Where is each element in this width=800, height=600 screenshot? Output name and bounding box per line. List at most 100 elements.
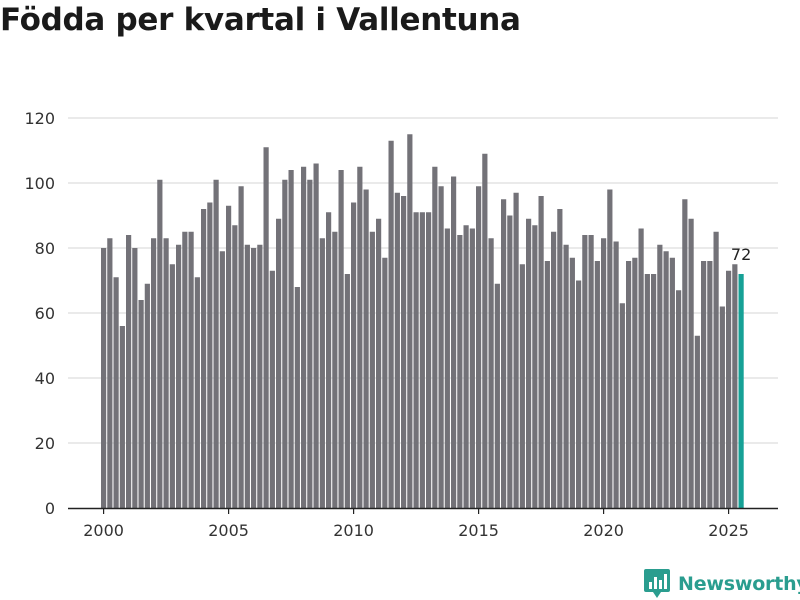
bar — [326, 212, 332, 508]
newsworthy-logo[interactable]: Newsworthy — [643, 568, 800, 600]
y-tick-label: 100 — [24, 174, 55, 193]
bar-highlight — [738, 274, 744, 508]
brand-name: Newsworthy — [678, 573, 800, 595]
bar — [157, 179, 163, 508]
bar — [644, 274, 650, 508]
bar — [694, 335, 700, 508]
bar — [413, 212, 419, 508]
bar — [176, 244, 182, 508]
bar — [363, 189, 369, 508]
bar — [613, 241, 619, 508]
bar — [257, 244, 263, 508]
bar — [482, 153, 488, 508]
x-tick-label: 2015 — [458, 521, 499, 540]
bar — [607, 189, 613, 508]
bar — [432, 166, 438, 508]
bar — [669, 257, 675, 508]
bar — [138, 300, 144, 508]
bar — [194, 277, 200, 508]
bar — [132, 248, 138, 508]
bar — [151, 238, 157, 508]
y-tick-label: 20 — [35, 434, 55, 453]
bar — [163, 238, 169, 508]
bar — [557, 209, 563, 508]
x-tick-label: 2005 — [208, 521, 249, 540]
bars — [101, 134, 744, 508]
bar — [682, 199, 688, 508]
x-tick-label: 2010 — [333, 521, 374, 540]
last-value-label: 72 — [731, 245, 751, 264]
bar — [282, 179, 288, 508]
bar — [676, 290, 682, 508]
bar — [632, 257, 638, 508]
bar — [319, 238, 325, 508]
bar — [563, 244, 569, 508]
bar — [438, 186, 444, 508]
bar — [332, 231, 338, 508]
bar — [288, 170, 294, 508]
bar — [344, 274, 350, 508]
bar — [501, 199, 507, 508]
bar — [507, 215, 513, 508]
bar — [276, 218, 282, 508]
bar — [313, 163, 319, 508]
bar — [594, 261, 600, 508]
bar — [207, 202, 213, 508]
bar — [119, 326, 125, 508]
y-tick-label: 60 — [35, 304, 55, 323]
bar — [307, 179, 313, 508]
newsworthy-icon — [644, 569, 670, 598]
bar — [457, 235, 463, 508]
bar — [351, 202, 357, 508]
bar — [169, 264, 175, 508]
bar — [576, 280, 582, 508]
bar — [544, 261, 550, 508]
bar — [107, 238, 113, 508]
bar — [232, 225, 238, 508]
bar — [338, 170, 344, 508]
bar — [238, 186, 244, 508]
bar — [538, 196, 544, 508]
bar — [407, 134, 413, 508]
bar — [588, 235, 594, 508]
bar — [701, 261, 707, 508]
bar — [251, 248, 257, 508]
axes: 0 20 40 60 80 100 120 2000 2005 2010 2015 2020 2025 — [24, 109, 778, 540]
bar — [719, 306, 725, 508]
bar — [244, 244, 250, 508]
y-tick-label: 40 — [35, 369, 55, 388]
bar — [213, 179, 219, 508]
bar — [113, 277, 119, 508]
bar — [388, 140, 394, 508]
bar — [182, 231, 188, 508]
bar — [569, 257, 575, 508]
bar — [394, 192, 400, 508]
bar — [601, 238, 607, 508]
bar — [657, 244, 663, 508]
bar — [376, 218, 382, 508]
bar — [551, 231, 557, 508]
data-labels: 72 — [731, 245, 751, 264]
bar — [426, 212, 432, 508]
bar — [401, 196, 407, 508]
x-tick-label: 2025 — [708, 521, 749, 540]
bar — [451, 176, 457, 508]
bar — [707, 261, 713, 508]
bar — [726, 270, 732, 508]
bar — [269, 270, 275, 508]
bar — [619, 303, 625, 508]
y-tick-label: 120 — [24, 109, 55, 128]
bar — [357, 166, 363, 508]
bar — [638, 228, 644, 508]
bar — [469, 228, 475, 508]
chart-title: Födda per kvartal i Vallentuna — [0, 2, 521, 38]
bar — [713, 231, 719, 508]
bar — [144, 283, 150, 508]
bar — [494, 283, 500, 508]
bar — [526, 218, 532, 508]
bar — [488, 238, 494, 508]
bar — [201, 209, 207, 508]
bar — [419, 212, 425, 508]
bar — [263, 147, 269, 508]
bar — [369, 231, 375, 508]
